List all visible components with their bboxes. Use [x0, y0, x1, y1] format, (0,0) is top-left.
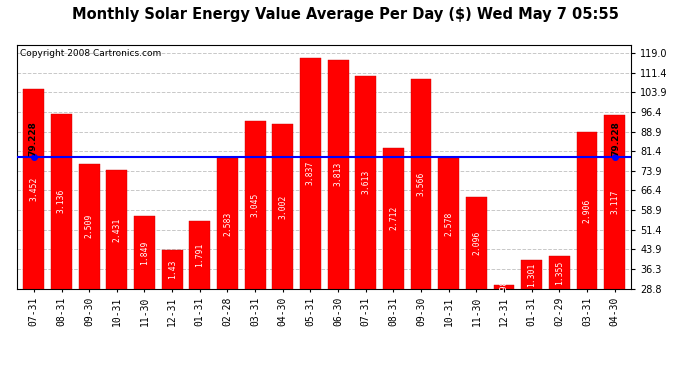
- Bar: [273, 124, 293, 289]
- Text: 2.583: 2.583: [223, 211, 232, 236]
- Text: 1.849: 1.849: [140, 240, 149, 265]
- Text: 3.813: 3.813: [334, 162, 343, 186]
- Bar: [383, 148, 404, 289]
- Text: 2.578: 2.578: [444, 211, 453, 236]
- Bar: [438, 158, 459, 289]
- Bar: [522, 260, 542, 289]
- Text: 3.136: 3.136: [57, 189, 66, 213]
- Bar: [106, 170, 127, 289]
- Text: Copyright 2008 Cartronics.com: Copyright 2008 Cartronics.com: [20, 49, 161, 58]
- Text: 3.837: 3.837: [306, 161, 315, 186]
- Bar: [466, 197, 487, 289]
- Bar: [577, 132, 598, 289]
- Text: 0.987: 0.987: [500, 275, 509, 299]
- Text: 2.712: 2.712: [389, 206, 398, 230]
- Text: 1.791: 1.791: [195, 243, 204, 267]
- Bar: [51, 114, 72, 289]
- Text: 3.045: 3.045: [250, 193, 259, 217]
- Text: 1.301: 1.301: [527, 262, 536, 286]
- Text: 1.355: 1.355: [555, 260, 564, 285]
- Text: 2.509: 2.509: [85, 214, 94, 238]
- Bar: [549, 256, 570, 289]
- Text: 1.43: 1.43: [168, 260, 177, 279]
- Bar: [23, 88, 44, 289]
- Bar: [217, 158, 238, 289]
- Text: 3.613: 3.613: [362, 170, 371, 194]
- Bar: [134, 216, 155, 289]
- Bar: [300, 58, 321, 289]
- Text: 2.431: 2.431: [112, 217, 121, 242]
- Text: 2.906: 2.906: [582, 198, 591, 223]
- Text: 3.566: 3.566: [417, 172, 426, 196]
- Bar: [328, 60, 348, 289]
- Bar: [79, 164, 99, 289]
- Bar: [190, 221, 210, 289]
- Text: Monthly Solar Energy Value Average Per Day ($) Wed May 7 05:55: Monthly Solar Energy Value Average Per D…: [72, 8, 618, 22]
- Text: 3.117: 3.117: [610, 190, 619, 214]
- Text: 79.228: 79.228: [611, 121, 620, 156]
- Text: 3.452: 3.452: [30, 177, 39, 201]
- Bar: [411, 80, 431, 289]
- Bar: [245, 121, 266, 289]
- Text: 3.002: 3.002: [278, 194, 287, 219]
- Bar: [494, 285, 515, 289]
- Bar: [355, 76, 376, 289]
- Bar: [604, 115, 625, 289]
- Text: 79.228: 79.228: [28, 121, 37, 156]
- Text: 2.096: 2.096: [472, 231, 481, 255]
- Bar: [161, 250, 183, 289]
